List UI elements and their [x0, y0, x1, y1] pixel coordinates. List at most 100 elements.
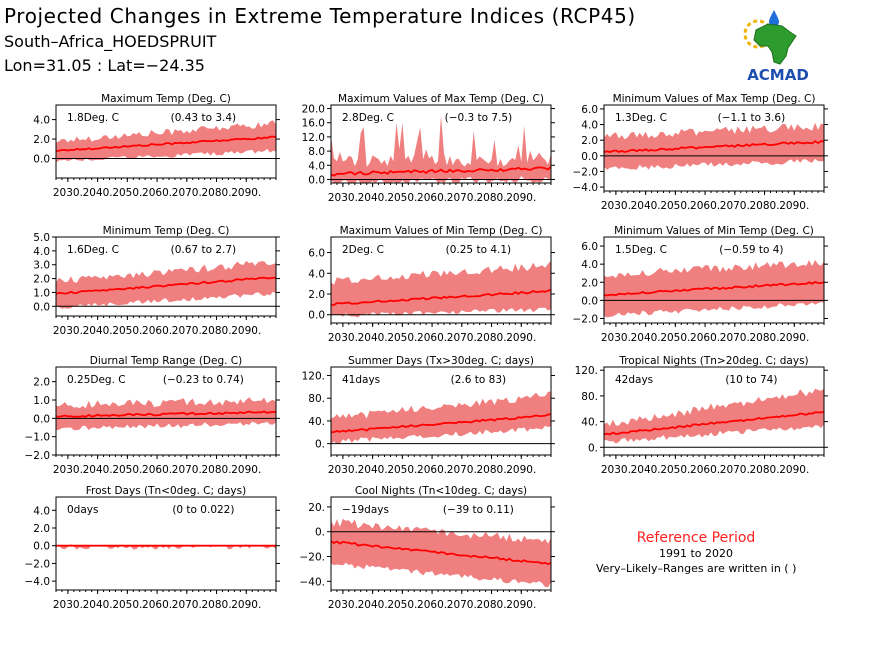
- plot-frame: [330, 366, 552, 456]
- median-line: [55, 135, 277, 153]
- y-tick-label: 5.0: [33, 232, 50, 244]
- x-tick-label: 2080.: [202, 325, 232, 337]
- y-tick-label: 0.: [588, 442, 598, 454]
- y-tick-label: −1.0: [25, 432, 51, 444]
- panel-title: Maximum Temp (Deg. C): [101, 93, 231, 105]
- value-label: 1.6Deg. C: [67, 244, 119, 256]
- value-label: 2.8Deg. C: [342, 112, 394, 124]
- plot-frame: [603, 366, 825, 456]
- value-label: 0days: [67, 504, 98, 516]
- x-tick-label: 2090.: [231, 464, 261, 476]
- value-label: 1.8Deg. C: [67, 112, 119, 124]
- y-tick-label: −2.0: [573, 166, 599, 178]
- x-tick-label: 2040.: [83, 325, 113, 337]
- x-tick-label: 2060.: [690, 332, 720, 344]
- range-label: (2.6 to 83): [451, 374, 506, 386]
- median-line: [603, 410, 825, 436]
- y-tick-label: 4.0: [33, 505, 50, 517]
- y-tick-label: 4.0: [581, 259, 598, 271]
- y-tick-label: 2.0: [33, 134, 50, 146]
- y-tick-label: 2.0: [33, 274, 50, 286]
- value-label: 0.25Deg. C: [67, 374, 126, 386]
- panel-title: Maximum Values of Max Temp (Deg. C): [338, 93, 544, 105]
- x-tick-label: 2060.: [417, 332, 447, 344]
- x-tick-label: 2070.: [720, 332, 750, 344]
- value-label: −19days: [342, 504, 389, 516]
- x-tick-label: 2070.: [172, 187, 202, 199]
- y-tick-label: 0.0: [581, 295, 598, 307]
- page-title: Projected Changes in Extreme Temperature…: [4, 4, 636, 28]
- uncertainty-band: [331, 260, 551, 318]
- x-tick-label: 2040.: [83, 599, 113, 611]
- x-tick-label: 2070.: [447, 332, 477, 344]
- x-tick-label: 2040.: [358, 192, 388, 204]
- y-tick-label: 80.: [308, 393, 325, 405]
- y-tick-label: −2.0: [25, 450, 51, 462]
- x-tick-label: 2090.: [779, 464, 809, 476]
- y-tick-label: 4.0: [33, 115, 50, 127]
- value-label: 42days: [615, 374, 653, 386]
- plot-frame: [603, 236, 825, 324]
- x-tick-label: 2090.: [506, 599, 536, 611]
- x-tick-label: 2030.: [53, 187, 83, 199]
- x-tick-label: 2080.: [477, 599, 507, 611]
- uncertainty-band: [331, 391, 551, 445]
- range-label: (0.43 to 3.4): [171, 112, 237, 124]
- value-label: 41days: [342, 374, 380, 386]
- median-line: [603, 140, 825, 154]
- y-tick-label: 0.: [315, 527, 325, 539]
- range-label: (−0.23 to 0.74): [163, 374, 244, 386]
- median-line: [330, 165, 552, 177]
- y-tick-label: 40.: [581, 417, 598, 429]
- y-tick-label: −4.0: [25, 576, 51, 588]
- x-tick-label: 2040.: [631, 332, 661, 344]
- raindrop-icon: [769, 10, 779, 27]
- y-tick-label: 0.0: [33, 154, 50, 166]
- y-tick-label: 4.0: [33, 246, 50, 258]
- y-tick-label: 2.0: [33, 377, 50, 389]
- range-label: (−1.1 to 3.6): [718, 112, 786, 124]
- x-tick-label: 2080.: [750, 464, 780, 476]
- africa-map-icon: [753, 23, 797, 65]
- value-label: 2Deg. C: [342, 244, 384, 256]
- x-tick-label: 2040.: [358, 332, 388, 344]
- uncertainty-band: [331, 115, 551, 183]
- x-tick-label: 2090.: [779, 332, 809, 344]
- x-tick-label: 2030.: [601, 200, 631, 212]
- x-tick-label: 2050.: [660, 332, 690, 344]
- y-tick-label: 80.: [581, 391, 598, 403]
- x-tick-label: 2080.: [202, 464, 232, 476]
- range-label: (0.67 to 2.7): [171, 244, 237, 256]
- x-tick-label: 2030.: [328, 192, 358, 204]
- x-tick-label: 2050.: [387, 599, 417, 611]
- x-tick-label: 2030.: [328, 332, 358, 344]
- y-tick-label: −2.0: [573, 313, 599, 325]
- panel-title: Minimum Values of Max Temp (Deg. C): [613, 93, 816, 105]
- x-tick-label: 2090.: [231, 187, 261, 199]
- x-tick-label: 2080.: [477, 332, 507, 344]
- y-tick-label: 1.0: [33, 395, 50, 407]
- y-tick-label: 2.0: [308, 289, 325, 301]
- x-tick-label: 2070.: [447, 192, 477, 204]
- y-tick-label: 4.0: [308, 160, 325, 172]
- x-tick-label: 2060.: [417, 192, 447, 204]
- x-tick-label: 2060.: [142, 187, 172, 199]
- x-tick-label: 2050.: [112, 464, 142, 476]
- y-tick-label: 0.0: [308, 174, 325, 186]
- y-tick-label: 0.0: [33, 301, 50, 313]
- median-line: [55, 276, 277, 295]
- y-tick-label: 2.0: [33, 523, 50, 535]
- x-tick-label: 2050.: [112, 187, 142, 199]
- y-tick-label: 16.0: [302, 118, 325, 130]
- x-tick-label: 2080.: [477, 192, 507, 204]
- x-tick-label: 2060.: [690, 200, 720, 212]
- x-tick-label: 2030.: [328, 599, 358, 611]
- y-tick-label: 3.0: [33, 260, 50, 272]
- panel-title: Cool Nights (Tn<10deg. C; days): [355, 485, 527, 497]
- uncertainty-band: [56, 120, 276, 163]
- y-tick-label: 40.: [308, 416, 325, 428]
- y-tick-label: 0.0: [33, 413, 50, 425]
- panel-title: Diurnal Temp Range (Deg. C): [90, 355, 242, 367]
- x-tick-label: 2070.: [720, 200, 750, 212]
